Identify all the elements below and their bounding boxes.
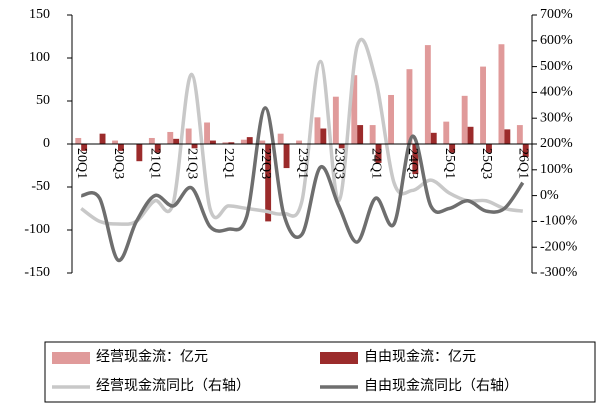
x-tick-label: 23Q3: [332, 148, 347, 179]
bar: [265, 144, 272, 222]
bar: [332, 96, 339, 144]
bar: [357, 125, 364, 144]
line: [80, 37, 524, 226]
bar: [516, 125, 523, 144]
y2-tick-label: -200%: [540, 239, 578, 254]
y2-tick-label: 0%: [540, 188, 559, 203]
bar: [351, 75, 358, 144]
legend-label: 经营现金流：亿元: [96, 349, 208, 365]
y-tick-label: 100: [29, 50, 50, 65]
x-tick-label: 22Q3: [258, 148, 273, 179]
bar: [136, 144, 143, 162]
bar: [406, 69, 413, 144]
y2-tick-label: 400%: [540, 85, 573, 100]
bar: [314, 117, 321, 144]
y2-tick-label: -300%: [540, 265, 578, 280]
bar: [388, 94, 394, 144]
x-tick-label: 22Q1: [221, 148, 236, 179]
bar: [173, 138, 180, 144]
bar: [204, 122, 210, 144]
y-tick-label: 150: [29, 7, 50, 22]
bar: [277, 133, 284, 144]
bar: [154, 144, 161, 153]
x-tick-label: 25Q1: [442, 148, 457, 179]
bar: [191, 144, 198, 149]
x-tick-label: 24Q1: [368, 148, 383, 179]
x-tick-label: 26Q1: [516, 148, 531, 179]
bar: [375, 144, 382, 163]
bar: [480, 66, 486, 144]
bar: [449, 144, 456, 153]
bar: [259, 140, 266, 144]
bar: [430, 132, 437, 144]
bar: [112, 140, 118, 144]
legend-swatch: [320, 352, 358, 364]
bar: [99, 133, 106, 144]
y2-tick-label: 300%: [540, 110, 573, 125]
bar: [424, 45, 431, 144]
bar: [283, 144, 290, 169]
bar: [240, 139, 247, 144]
x-tick-label: 21Q1: [148, 148, 163, 179]
y2-tick-label: -100%: [540, 214, 578, 229]
bar: [246, 137, 253, 144]
bar: [504, 129, 511, 144]
legend-label: 自由现金流同比（右轴）: [364, 378, 518, 394]
bar: [338, 144, 345, 149]
bar: [296, 140, 302, 144]
legend-swatch: [52, 352, 90, 364]
y2-tick-label: 500%: [540, 59, 573, 74]
legend-label: 自由现金流：亿元: [364, 349, 476, 365]
y-tick-label: 50: [36, 93, 50, 108]
bar: [210, 140, 216, 144]
bar: [222, 142, 229, 144]
bar: [320, 128, 327, 144]
y-tick-label: -150: [24, 265, 50, 280]
y2-tick-label: 200%: [540, 136, 573, 151]
x-tick-label: 20Q3: [111, 148, 126, 179]
bar: [467, 126, 474, 144]
x-tick-label: 23Q1: [295, 148, 310, 179]
bar: [228, 142, 235, 144]
bar: [369, 125, 376, 144]
x-tick-label: 20Q1: [74, 148, 89, 179]
bar: [75, 137, 82, 144]
y2-tick-label: 600%: [540, 33, 573, 48]
legend-box: [44, 341, 596, 403]
bar: [148, 137, 155, 144]
bar: [522, 144, 529, 157]
y-tick-label: -100: [24, 222, 50, 237]
legend-label: 经营现金流同比（右轴）: [96, 378, 250, 394]
bar: [498, 44, 505, 144]
bar: [81, 144, 88, 151]
bar: [486, 144, 492, 153]
bar: [412, 144, 419, 175]
x-tick-label: 21Q3: [184, 148, 199, 179]
x-tick-label: 24Q3: [405, 148, 420, 179]
y2-tick-label: 700%: [540, 7, 573, 22]
bar: [167, 131, 174, 144]
x-tick-label: 25Q3: [479, 148, 494, 179]
bar: [461, 95, 468, 144]
y2-tick-label: 100%: [540, 162, 573, 177]
y-tick-label: 0: [43, 136, 50, 151]
bar: [185, 128, 192, 144]
y-tick-label: -50: [31, 179, 50, 194]
line: [80, 106, 525, 262]
bar: [118, 144, 124, 151]
bar: [443, 121, 450, 144]
